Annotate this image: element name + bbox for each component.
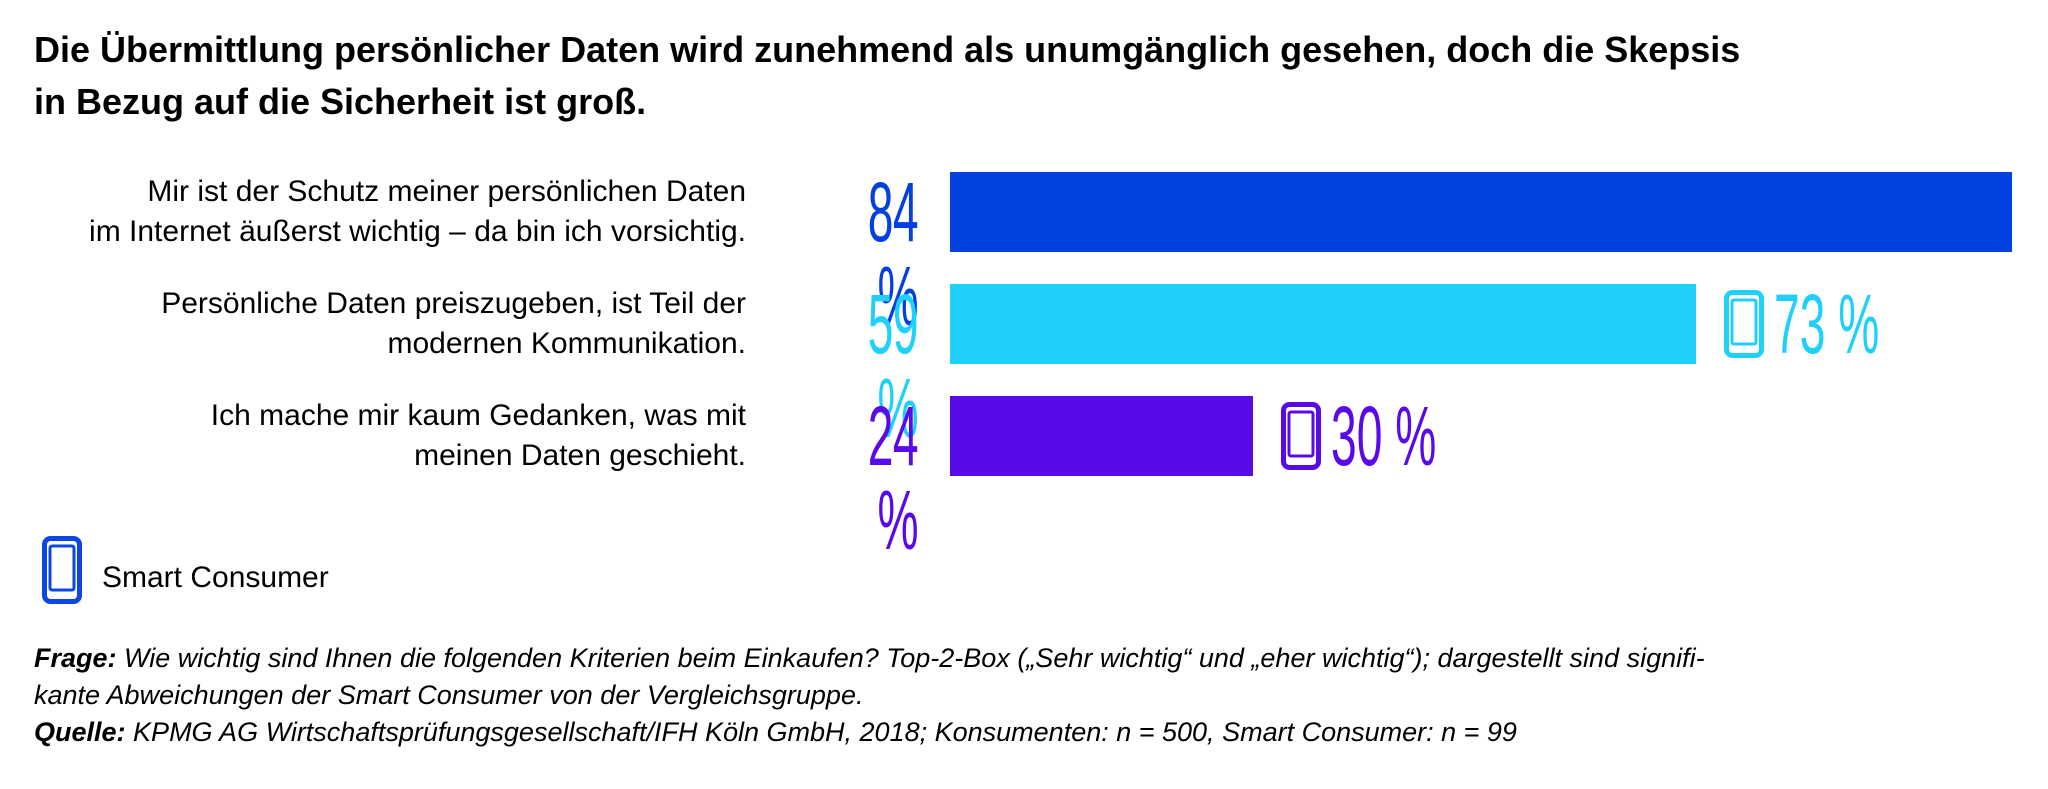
category-label: Ich mache mir kaum Gedanken, was mit mein… xyxy=(40,396,746,476)
category-label-line: Ich mache mir kaum Gedanken, was mit xyxy=(210,399,746,432)
category-label-line: meinen Daten geschieht. xyxy=(414,439,746,472)
category-label-line: Persönliche Daten preiszugeben, ist Teil… xyxy=(161,287,746,320)
category-label-line: im Internet äußerst wichtig – da bin ich… xyxy=(89,215,746,248)
bar xyxy=(950,172,2012,252)
smartphone-icon xyxy=(1281,402,1321,470)
legend: Smart Consumer xyxy=(42,530,329,604)
smart-consumer-annotation: 73 % xyxy=(1724,282,1965,366)
smart-consumer-value-label: 73 % xyxy=(1774,277,1880,371)
footnote-source: Quelle: KPMG AG Wirtschaftsprüfungsgesel… xyxy=(34,714,2024,751)
category-label-line: Mir ist der Schutz meiner persönlichen D… xyxy=(147,175,746,208)
value-label: 84 % xyxy=(867,165,919,343)
bar xyxy=(950,284,1696,364)
source-text: KPMG AG Wirtschaftsprüfungsgesellschaft/… xyxy=(133,717,1517,747)
smartphone-icon xyxy=(42,536,82,604)
value-label: 24 % xyxy=(867,389,919,567)
legend-label: Smart Consumer xyxy=(102,561,329,594)
title-line-2: in Bezug auf die Sicherheit ist groß. xyxy=(34,81,647,122)
question-text-1: Wie wichtig sind Ihnen die folgenden Kri… xyxy=(124,643,1705,673)
question-label: Frage: xyxy=(34,643,117,673)
value-label: 59 % xyxy=(867,277,919,455)
question-text-2: kante Abweichungen der Smart Consumer vo… xyxy=(34,680,864,710)
smart-consumer-annotation: 30 % xyxy=(1281,394,1522,478)
category-label-line: modernen Kommunikation. xyxy=(387,327,746,360)
smartphone-icon xyxy=(1724,290,1764,358)
title-line-1: Die Übermittlung persönlicher Daten wird… xyxy=(34,29,1741,70)
bar xyxy=(950,396,1253,476)
smart-consumer-value-label: 30 % xyxy=(1331,389,1437,483)
source-label: Quelle: xyxy=(34,717,126,747)
footnote-question: Frage: Wie wichtig sind Ihnen die folgen… xyxy=(34,640,2024,714)
chart-title: Die Übermittlung persönlicher Daten wird… xyxy=(34,24,2014,128)
category-label: Persönliche Daten preiszugeben, ist Teil… xyxy=(40,284,746,364)
category-label: Mir ist der Schutz meiner persönlichen D… xyxy=(40,172,746,252)
